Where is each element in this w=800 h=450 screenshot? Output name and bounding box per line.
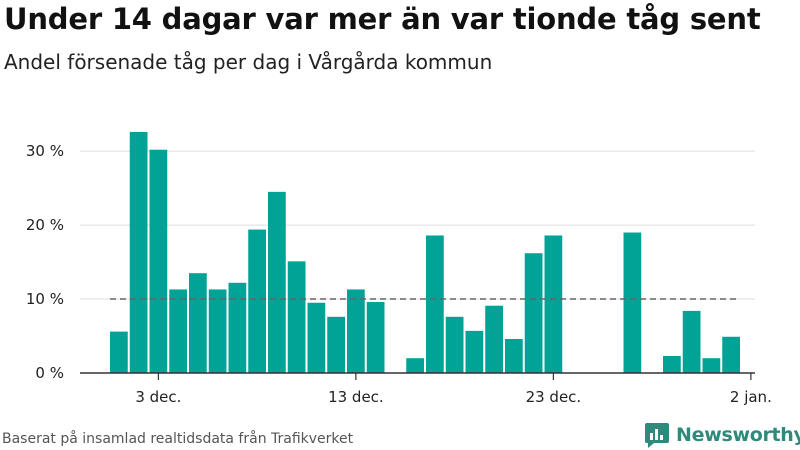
x-tick-label: 23 dec.	[526, 388, 582, 406]
bar	[307, 302, 326, 373]
y-tick-label: 0 %	[35, 364, 64, 382]
bar	[347, 289, 365, 373]
bar	[169, 289, 187, 373]
brand-logo: Newsworthy	[644, 420, 800, 450]
bar	[445, 316, 464, 373]
bar	[623, 232, 642, 373]
bar	[426, 235, 444, 373]
bar	[465, 330, 484, 373]
bar	[268, 191, 286, 373]
bar-chart: 0 % 10 % 20 % 30 % 3 dec. 13 dec. 23 dec. 2 ja…	[26, 131, 772, 406]
chart-subtitle: Andel försenade tåg per dag i Vårgårda k…	[4, 50, 493, 74]
bar	[228, 282, 247, 373]
x-tick-label: 3 dec.	[135, 388, 181, 406]
y-tick-label: 30 %	[26, 142, 64, 160]
brand-name: Newsworthy	[676, 424, 800, 446]
bars	[110, 131, 740, 373]
bar	[524, 253, 543, 373]
bar	[366, 302, 385, 373]
bar	[129, 131, 148, 373]
bar	[287, 261, 306, 373]
x-axis-ticks: 3 dec. 13 dec. 23 dec. 2 jan.	[135, 373, 772, 406]
bar	[663, 355, 681, 373]
y-tick-label: 20 %	[26, 216, 64, 234]
bar-chart-chat-icon	[645, 423, 669, 448]
gridlines	[80, 150, 755, 300]
bar	[722, 336, 740, 373]
bar	[682, 310, 701, 373]
bar	[248, 229, 266, 373]
bar	[702, 358, 721, 373]
y-tick-label: 10 %	[26, 290, 64, 308]
bar	[208, 289, 227, 373]
y-axis-ticks: 0 % 10 % 20 % 30 %	[26, 142, 64, 382]
x-tick-label: 13 dec.	[328, 388, 384, 406]
bar	[110, 331, 128, 373]
bar	[544, 235, 563, 373]
bar	[327, 316, 345, 373]
bar	[406, 358, 424, 373]
bar	[485, 305, 503, 373]
x-tick-label: 2 jan.	[730, 388, 772, 406]
source-note: Baserat på insamlad realtidsdata från Tr…	[2, 431, 354, 447]
bar	[505, 338, 523, 373]
chart-title: Under 14 dagar var mer än var tionde tåg…	[4, 2, 761, 36]
bar	[149, 149, 168, 373]
bar	[189, 273, 207, 373]
